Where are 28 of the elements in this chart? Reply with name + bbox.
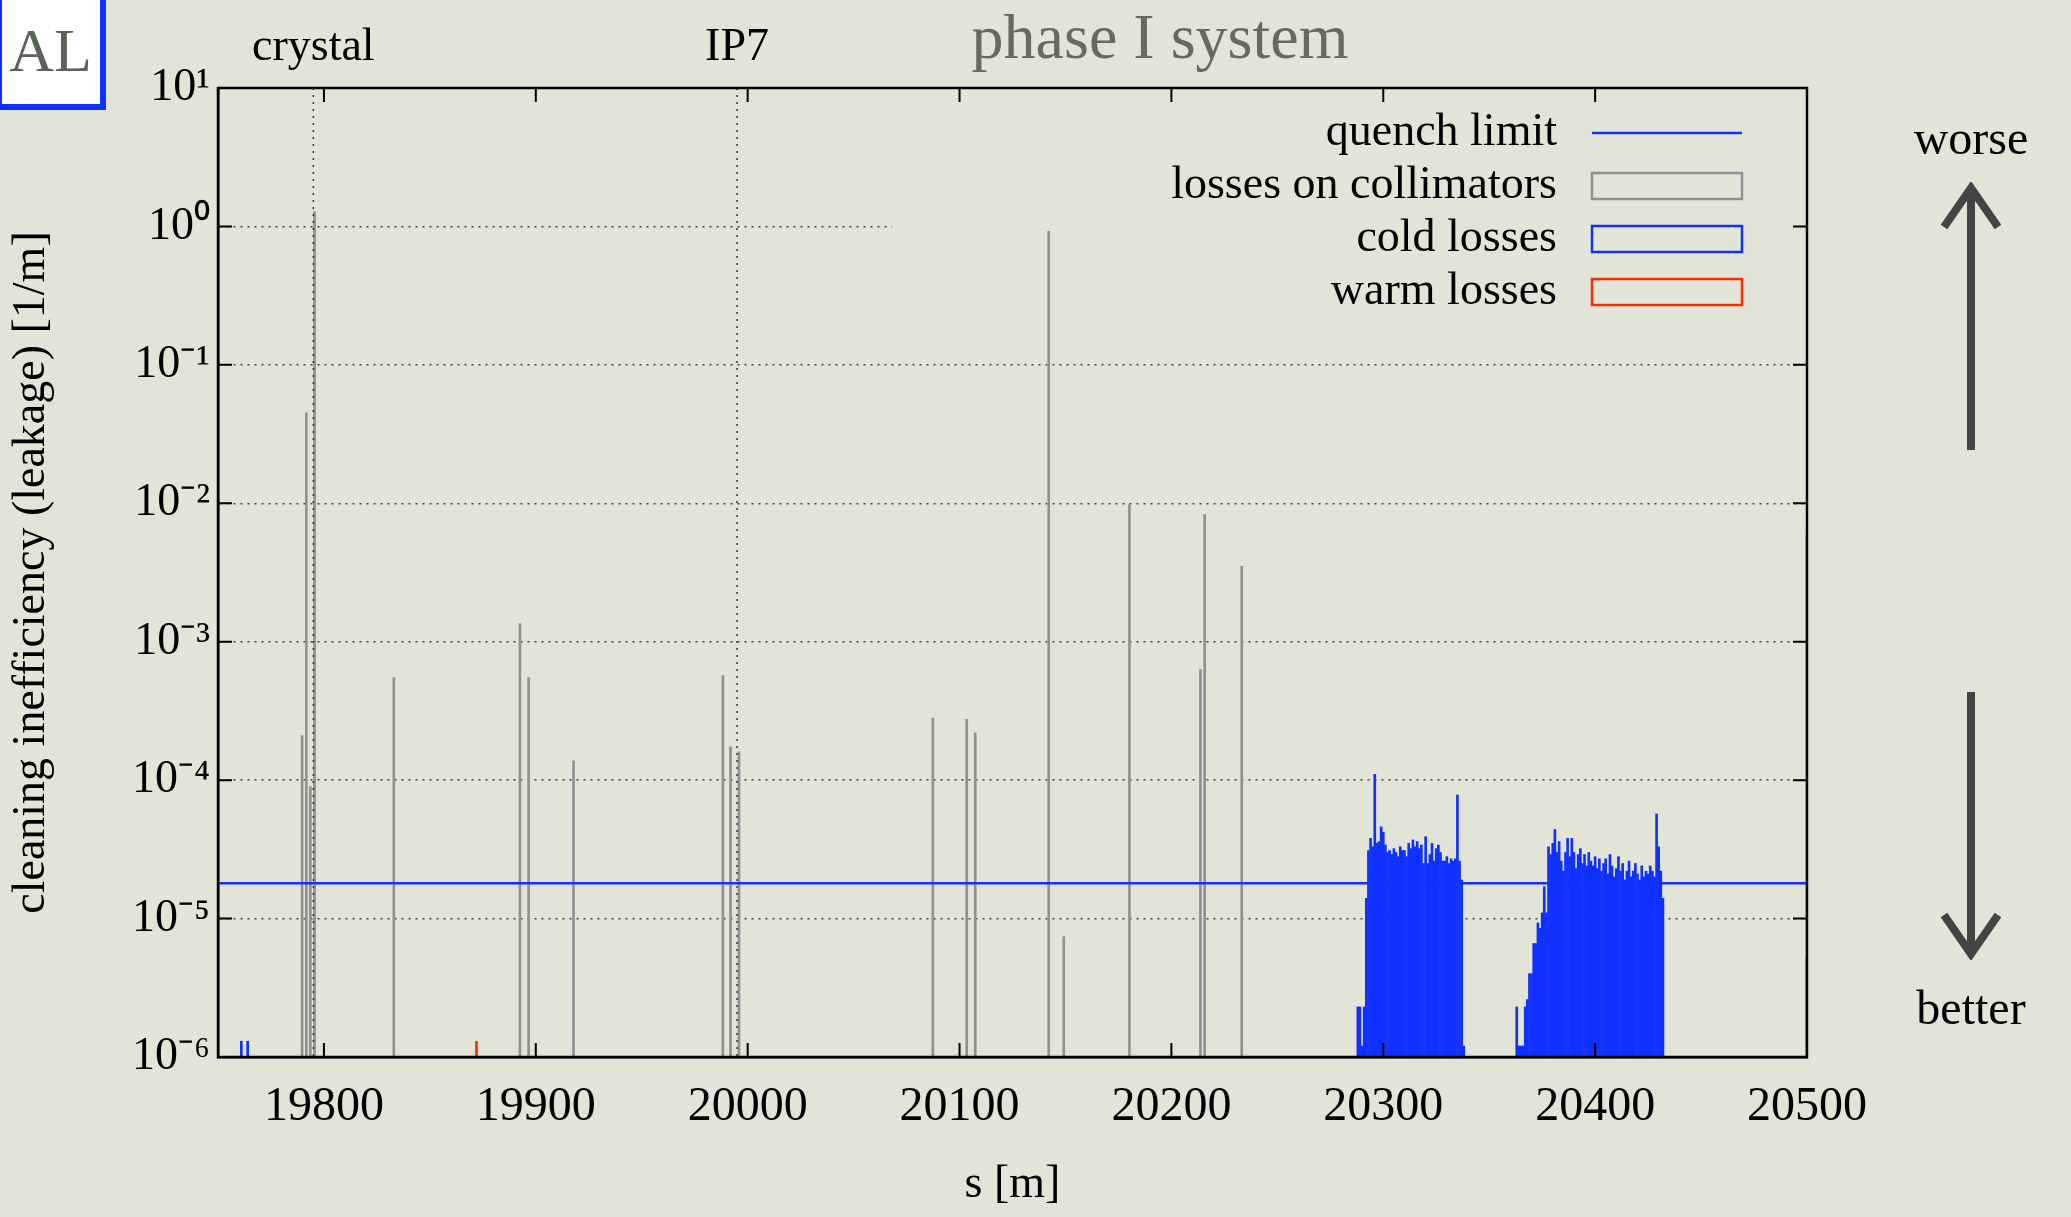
y-tick-label: 10⁻² bbox=[134, 474, 210, 526]
y-tick-label: 10⁻⁵ bbox=[131, 889, 210, 941]
y-tick-label: 10⁻¹ bbox=[134, 335, 210, 387]
y-tick-label: 10⁻³ bbox=[134, 612, 210, 664]
y-axis-title: cleaning inefficiency (leakage) [1/m] bbox=[2, 231, 54, 914]
text: AL bbox=[0, 0, 106, 110]
y-tick-label: 10⁰ bbox=[148, 197, 210, 249]
x-tick-label: 20400 bbox=[1535, 1077, 1656, 1131]
legend-label: warm losses bbox=[1330, 263, 1557, 315]
x-tick-label: 20100 bbox=[899, 1077, 1020, 1131]
legend-label: losses on collimators bbox=[1171, 157, 1557, 209]
x-tick-label: 19800 bbox=[263, 1077, 384, 1131]
x-tick-label: 20000 bbox=[687, 1077, 808, 1131]
text: worse bbox=[1912, 110, 2030, 165]
x-tick-label: 20200 bbox=[1111, 1077, 1232, 1131]
ref-line-label: IP7 bbox=[705, 19, 770, 70]
x-tick-label: 19900 bbox=[475, 1077, 596, 1131]
text: better bbox=[1915, 980, 2027, 1035]
chart-title: phase I system bbox=[971, 1, 1349, 72]
y-tick-label: 10⁻⁴ bbox=[131, 751, 210, 803]
x-axis-title: s [m] bbox=[964, 1156, 1061, 1208]
legend-label: quench limit bbox=[1325, 104, 1558, 156]
y-tick-label: 10¹ bbox=[150, 59, 210, 111]
x-tick-label: 20500 bbox=[1747, 1077, 1867, 1131]
x-tick-label: 20300 bbox=[1323, 1077, 1444, 1131]
ref-line-label: crystal bbox=[252, 19, 375, 70]
legend-label: cold losses bbox=[1356, 210, 1557, 262]
y-tick-label: 10⁻⁶ bbox=[131, 1028, 210, 1080]
